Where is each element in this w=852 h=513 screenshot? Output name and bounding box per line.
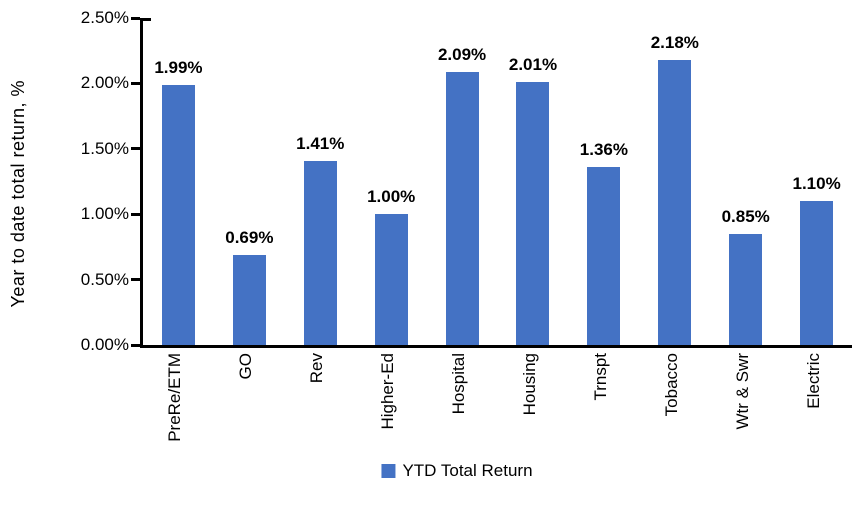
category-label: Tobacco — [661, 353, 681, 417]
category-label: Trnspt — [590, 353, 610, 401]
category-label-slot: GO — [211, 353, 282, 442]
bar — [800, 201, 834, 345]
bars-container: 1.99% 0.69% 1.41% 1.00% 2.09% 2.01% 1.36% 2.18%… — [143, 18, 852, 345]
bar — [587, 167, 621, 345]
y-tick-mark — [131, 147, 140, 151]
y-tick-label: 0.00% — [80, 335, 129, 354]
category-label: Rev — [307, 353, 327, 384]
bar — [303, 160, 337, 345]
y-tick-label: 2.00% — [80, 73, 129, 93]
bar-value-label: 1.41% — [296, 133, 345, 153]
bar-value-label: 0.85% — [721, 206, 770, 226]
bar — [516, 82, 550, 345]
legend-swatch — [381, 464, 396, 478]
legend: YTD Total Return — [381, 461, 533, 481]
y-tick-label: 0.50% — [80, 269, 129, 289]
bar-slot: 1.41% — [285, 18, 356, 345]
category-label: GO — [236, 353, 256, 380]
category-label-slot: Trnspt — [565, 353, 636, 442]
category-label: Higher-Ed — [378, 353, 398, 430]
legend-label: YTD Total Return — [402, 461, 533, 480]
y-tick-label: 2.50% — [80, 8, 129, 27]
y-tick-mark — [131, 343, 140, 347]
category-label-slot: Tobacco — [636, 353, 707, 442]
bar — [232, 254, 266, 345]
category-label-slot: PreRe/ETM — [140, 353, 211, 442]
category-label-slot: Rev — [282, 353, 353, 442]
bar-slot: 1.36% — [568, 18, 639, 345]
bar-value-label: 2.18% — [650, 32, 699, 52]
bar-value-label: 1.10% — [792, 174, 841, 194]
bar-value-label: 0.69% — [225, 227, 274, 247]
category-label: Housing — [519, 353, 539, 416]
category-label: Wtr & Swr — [732, 353, 752, 430]
y-tick-mark — [131, 212, 140, 216]
category-label-slot: Higher-Ed — [353, 353, 424, 442]
category-label-slot: Housing — [495, 353, 566, 442]
bar — [374, 214, 408, 345]
y-tick-mark — [131, 278, 140, 282]
bar — [161, 84, 195, 345]
bar-slot: 0.69% — [214, 18, 285, 345]
y-tick-label: 1.50% — [80, 138, 129, 158]
category-label: Electric — [803, 353, 823, 409]
bar-value-label: 1.00% — [367, 187, 416, 207]
category-label-slot: Hospital — [424, 353, 495, 442]
bar — [729, 233, 763, 345]
bar-slot: 1.00% — [356, 18, 427, 345]
plot-area: 1.99% 0.69% 1.41% 1.00% 2.09% 2.01% 1.36% 2.18%… — [140, 18, 852, 348]
category-label-slot: Wtr & Swr — [707, 353, 778, 442]
category-label-slot: Electric — [778, 353, 849, 442]
bar — [445, 71, 479, 345]
x-axis-category-labels: PreRe/ETM GO Rev Higher-Ed Hospital Housing Tr… — [140, 353, 849, 442]
category-label: PreRe/ETM — [165, 353, 185, 442]
bar-slot: 2.18% — [639, 18, 710, 345]
y-axis-top-tick-mark — [140, 18, 151, 21]
y-tick-mark — [131, 16, 140, 20]
bar-value-label: 2.01% — [508, 55, 558, 75]
bar-slot: 1.10% — [781, 18, 852, 345]
category-label: Hospital — [449, 353, 469, 415]
y-tick-label: 1.00% — [80, 204, 129, 224]
bar-slot: 0.85% — [710, 18, 781, 345]
y-tick-mark — [131, 81, 140, 85]
bar-slot: 1.99% — [143, 18, 214, 345]
bar-value-label: 2.09% — [437, 44, 487, 64]
bar — [658, 59, 692, 345]
bar-slot: 2.09% — [427, 18, 498, 345]
bar-slot: 2.01% — [498, 18, 569, 345]
bar-value-label: 1.99% — [154, 57, 203, 77]
bar-value-label: 1.36% — [579, 140, 628, 160]
